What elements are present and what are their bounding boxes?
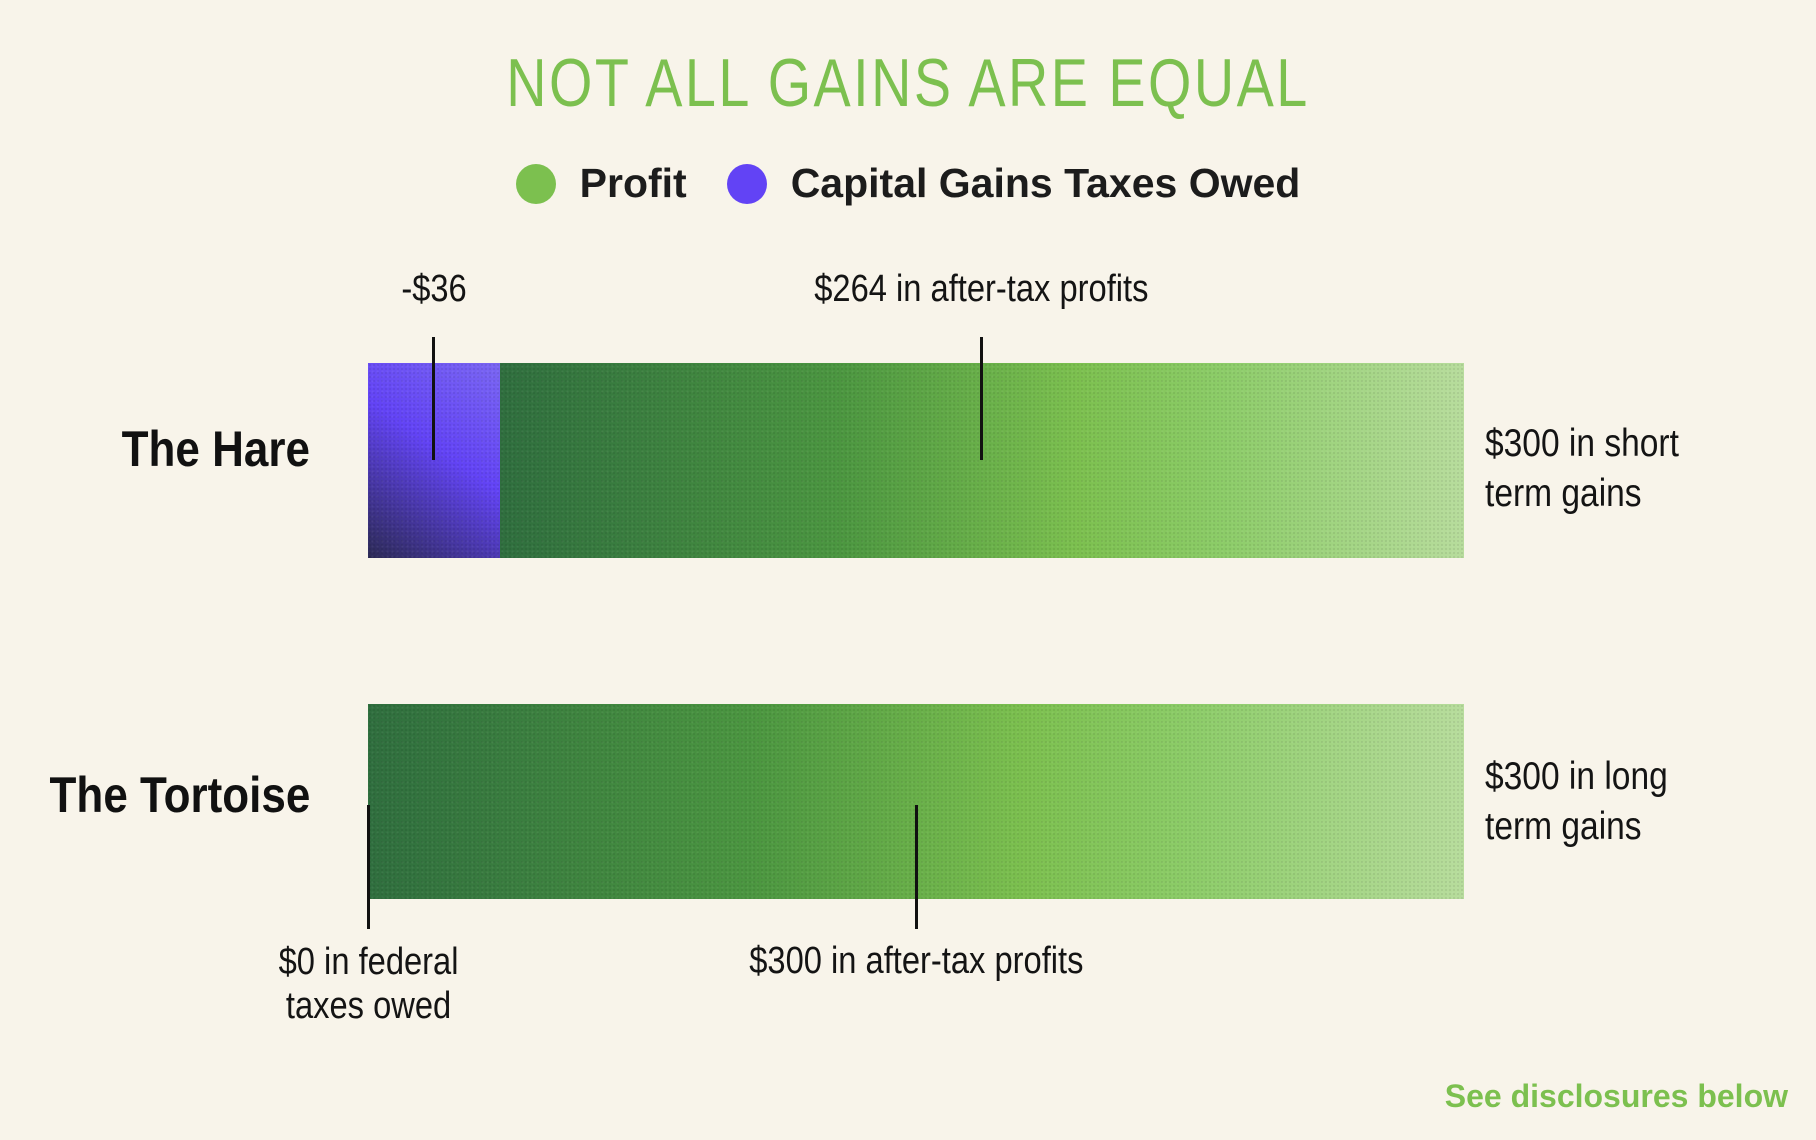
annotation-tortoise-profit: $300 in after-tax profits: [748, 940, 1083, 982]
total-label-hare-line2: term gains: [1485, 472, 1642, 515]
legend: Profit Capital Gains Taxes Owed: [0, 160, 1816, 207]
legend-label-profit: Profit: [579, 160, 687, 206]
taxes-legend-dot-icon: [726, 163, 767, 204]
category-label-hare: The Hare: [121, 421, 310, 477]
legend-item-taxes: Capital Gains Taxes Owed: [726, 160, 1301, 207]
annotation-tick-hare-profit: [980, 337, 984, 460]
annotation-tortoise-taxes-line2: taxes owed: [285, 985, 451, 1027]
annotation-tortoise-taxes: $0 in federal taxes owed: [278, 940, 458, 1028]
legend-label-taxes: Capital Gains Taxes Owed: [790, 160, 1301, 206]
profit-legend-dot-icon: [515, 163, 556, 204]
bar-hare: [368, 363, 1464, 558]
chart-title: NOT ALL GAINS ARE EQUAL: [506, 45, 1310, 121]
disclosures-link[interactable]: See disclosures below: [1444, 1078, 1788, 1114]
legend-item-profit: Profit: [515, 160, 687, 207]
annotation-hare-profit: $264 in after-tax profits: [814, 268, 1149, 310]
category-label-tortoise: The Tortoise: [49, 767, 310, 823]
total-label-hare: $300 in short term gains: [1485, 419, 1679, 519]
annotation-tick-hare-taxes: [432, 337, 436, 460]
total-label-hare-line1: $300 in short: [1485, 422, 1679, 465]
total-label-tortoise-line1: $300 in long: [1485, 755, 1668, 798]
total-label-tortoise-line2: term gains: [1485, 805, 1642, 848]
annotation-hare-taxes: -$36: [401, 268, 467, 310]
total-label-tortoise: $300 in long term gains: [1485, 752, 1668, 852]
annotation-tortoise-taxes-line1: $0 in federal: [278, 941, 459, 983]
annotation-tick-tortoise-taxes: [366, 805, 370, 929]
annotation-tick-tortoise-profit: [914, 805, 918, 929]
